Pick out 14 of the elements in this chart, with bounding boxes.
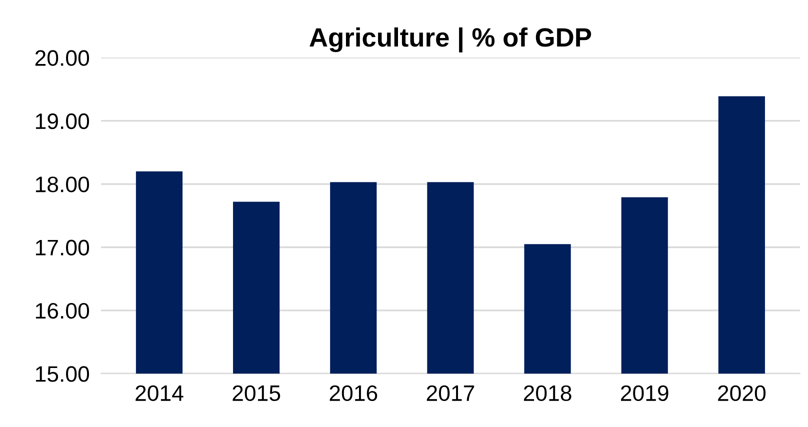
y-tick-label: 16.00: [36, 302, 90, 319]
x-tick-label: 2016: [330, 385, 378, 402]
x-tick-label: 2014: [136, 385, 184, 402]
x-tick-label: 2019: [621, 385, 668, 402]
y-tick-label: 20.00: [35, 50, 90, 66]
y-tick-label: 18.00: [36, 176, 90, 192]
x-tick-label: 2018: [524, 385, 572, 402]
y-tick-label: 17.00: [36, 240, 90, 256]
y-tick-label: 15.00: [36, 366, 90, 382]
x-tick-label: 2020: [718, 385, 766, 402]
chart-title: Agriculture | % of GDP: [310, 27, 592, 52]
x-tick-label: 2015: [232, 385, 280, 402]
x-tick-label: 2017: [426, 385, 474, 402]
y-tick-label: 19.00: [36, 113, 90, 130]
